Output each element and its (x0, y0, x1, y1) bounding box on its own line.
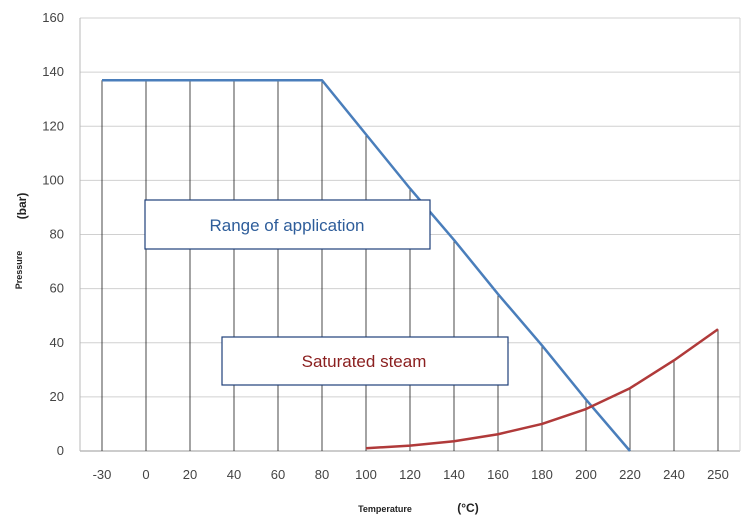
x-tick-label: 160 (487, 467, 509, 482)
x-tick-label: 60 (271, 467, 285, 482)
x-tick-labels: -30 0 20 40 60 80 100 120 140 160 180 200 220 240 250 (93, 467, 729, 482)
x-tick-label: 240 (663, 467, 685, 482)
range-of-application-box (144, 199, 431, 250)
x-tick-label: 220 (619, 467, 641, 482)
y-axis-title: Pressure (bar) (14, 193, 29, 290)
series-line-2 (365, 328, 719, 450)
y-tick-label: 140 (42, 64, 64, 79)
range-of-application-label: Range of application (209, 216, 364, 235)
x-axis-unit: (°C) (457, 501, 478, 515)
x-tick-label: 0 (142, 467, 149, 482)
y-axis-unit: (bar) (15, 193, 29, 220)
x-axis-label: Temperature (358, 504, 412, 514)
x-tick-label: 40 (227, 467, 241, 482)
series-lines (102, 78, 719, 452)
series-line-1 (102, 78, 631, 452)
x-tick-label: 140 (443, 467, 465, 482)
x-tick-label: 20 (183, 467, 197, 482)
x-tick-label: 120 (399, 467, 421, 482)
y-tick-label: 0 (57, 443, 64, 458)
y-tick-label: 80 (50, 227, 64, 242)
x-tick-label: 250 (707, 467, 729, 482)
x-tick-label: 200 (575, 467, 597, 482)
y-tick-label: 160 (42, 10, 64, 25)
vertical-gridlines (101, 80, 719, 451)
x-tick-label: 100 (355, 467, 377, 482)
y-tick-label: 20 (50, 389, 64, 404)
y-tick-label: 100 (42, 172, 64, 187)
y-tick-label: 120 (42, 118, 64, 133)
x-tick-label: 180 (531, 467, 553, 482)
y-tick-labels: 0 20 40 60 80 100 120 140 160 (42, 10, 64, 458)
saturated-steam-box (221, 336, 509, 386)
y-tick-label: 40 (50, 335, 64, 350)
y-axis-label: Pressure (14, 251, 24, 290)
x-tick-label: -30 (93, 467, 112, 482)
y-tick-label: 60 (50, 281, 64, 296)
x-tick-label: 80 (315, 467, 329, 482)
saturated-steam-label: Saturated steam (302, 352, 427, 371)
